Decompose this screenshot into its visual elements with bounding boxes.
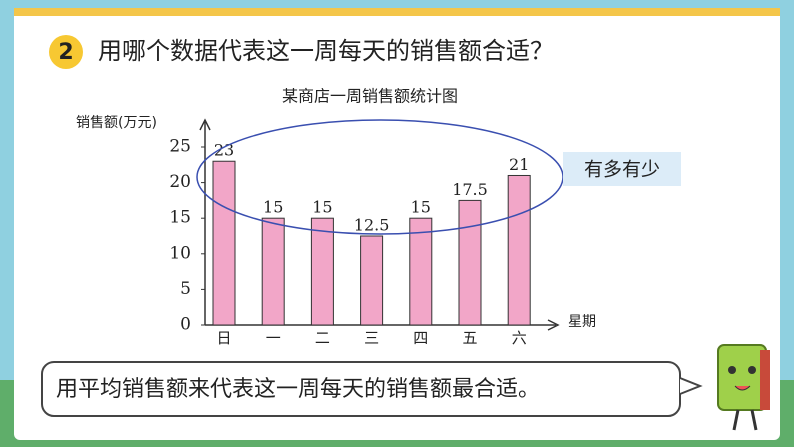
x-tick-label: 四	[413, 329, 428, 347]
question-text: 用哪个数据代表这一周每天的销售额合适？	[98, 37, 554, 65]
question-number: 2	[58, 40, 73, 65]
top-bar	[14, 8, 780, 16]
question-badge	[49, 35, 83, 69]
annotation-box	[563, 152, 681, 186]
card	[14, 8, 780, 440]
y-tick-label: 10	[169, 243, 191, 263]
y-axis-label: 销售额(万元)	[76, 115, 157, 131]
bar	[212, 160, 236, 326]
answer-text: 用平均销售额来代表这一周每天的销售额最合适。	[56, 377, 540, 402]
x-tick-label: 日	[216, 329, 231, 347]
y-tick-label: 15	[169, 208, 191, 228]
y-tick-label: 20	[169, 172, 191, 192]
book-mascot	[717, 344, 770, 431]
value-label: 15	[411, 198, 431, 217]
value-label: 17.5	[452, 180, 488, 199]
y-tick-label: 5	[180, 279, 191, 299]
answer-pointer	[679, 377, 703, 395]
bar	[261, 217, 285, 326]
x-axis-arrow	[547, 319, 560, 331]
x-tick-label: 六	[512, 329, 527, 347]
bar	[458, 199, 482, 326]
annotation: 有多有少	[584, 159, 660, 181]
y-tick-label: 0	[180, 315, 191, 335]
bar	[360, 235, 384, 326]
y-tick-label: 25	[169, 137, 191, 157]
value-label: 21	[509, 155, 529, 174]
y-axis-arrow	[199, 118, 211, 131]
value-label: 12.5	[354, 216, 390, 235]
chart-title: 某商店一周销售额统计图	[282, 87, 458, 106]
x-tick-label: 一	[266, 329, 281, 347]
value-label: 15	[312, 198, 332, 217]
x-tick-label: 五	[462, 329, 477, 347]
bar	[507, 174, 531, 326]
x-tick-label: 二	[315, 329, 330, 347]
x-tick-label: 三	[364, 329, 379, 347]
value-label: 15	[263, 198, 283, 217]
bar	[409, 217, 433, 326]
x-axis-label: 星期	[568, 314, 596, 330]
bar	[310, 217, 334, 326]
